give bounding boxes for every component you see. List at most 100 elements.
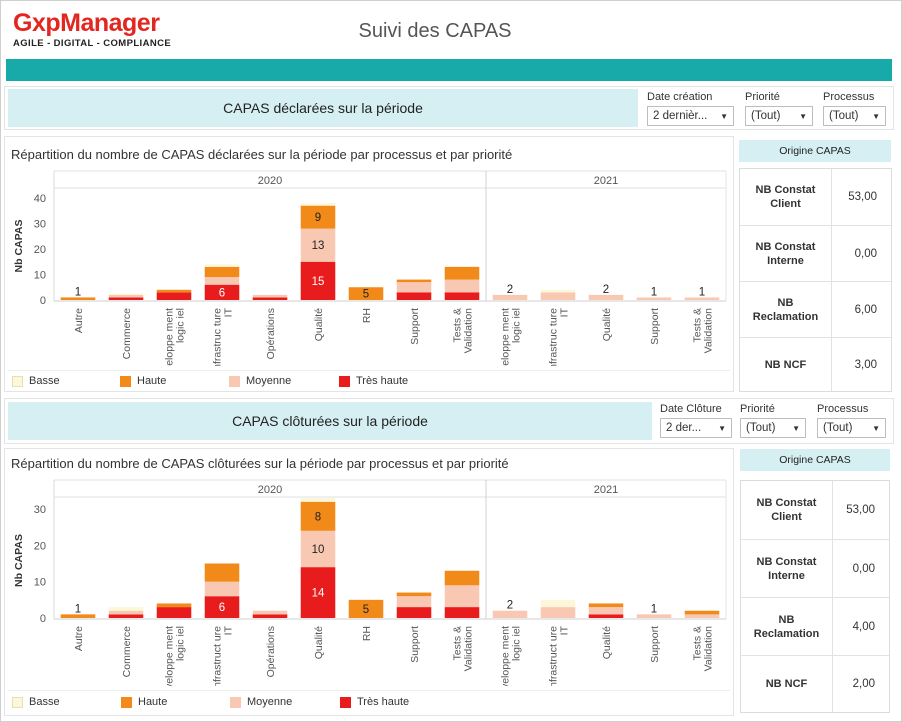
filter-label: Date Clôture (660, 403, 722, 415)
origin-row: NB NCF 3,00 (740, 337, 891, 391)
legend-label: Basse (29, 375, 60, 387)
chart2-svg: Nb CAPAS 0 10 20 30 2020 1 Autre Commerce Dévelop… (13, 479, 727, 686)
legend-swatch (339, 375, 350, 387)
bar-segment (396, 607, 432, 618)
bar-segment (156, 292, 192, 300)
date-creation-select[interactable]: 2 dernièr... ▼ (647, 106, 734, 126)
legend-item-basse[interactable]: Basse (12, 696, 60, 708)
origin-value: 53,00 (848, 191, 877, 203)
legend-swatch (12, 375, 23, 387)
y-axis-label: Nb CAPAS (13, 220, 25, 273)
category-tick-label: Validation (463, 308, 475, 353)
select-value: 2 dernièr... (653, 110, 708, 122)
origin-name: NB Reclamation (740, 282, 832, 337)
chevron-down-icon: ▼ (872, 423, 880, 433)
bar-segment (156, 289, 192, 293)
legend-item-tres-haute[interactable]: Très haute (340, 696, 409, 708)
category-tick-label: IT (223, 625, 235, 635)
category-tick-label: Tests & (452, 308, 464, 342)
bar-segment (108, 607, 144, 611)
select-value: (Tout) (829, 110, 859, 122)
category-tick-label: Validation (463, 626, 475, 671)
bar-segment (252, 614, 288, 618)
bar-data-label: 6 (219, 602, 225, 614)
bar-segment (204, 277, 240, 285)
chevron-down-icon: ▼ (872, 111, 880, 121)
priorite-select-2[interactable]: (Tout) ▼ (740, 418, 806, 438)
bar-segment (636, 297, 672, 300)
bar-segment (300, 530, 336, 568)
legend-label: Haute (137, 375, 167, 387)
origin1-table: NB Constat Client 53,00 NB Constat Intern… (739, 168, 892, 392)
origin-row: NB Reclamation 4,00 (741, 597, 889, 655)
origin-name: NB Reclamation (741, 598, 833, 655)
category-tick-label: Infrastruc ture (212, 308, 224, 366)
origin-value: 4,00 (852, 620, 875, 633)
origin-row: NB Constat Interne 0,00 (740, 225, 891, 281)
select-value: (Tout) (751, 110, 781, 122)
category-tick-label: Support (409, 626, 421, 663)
bar-segment (444, 266, 480, 280)
bar-segment (204, 563, 240, 582)
legend-label: Haute (138, 696, 168, 708)
y-tick-label: 10 (34, 270, 46, 282)
bar-segment (444, 570, 480, 586)
bar-segment (60, 614, 96, 618)
bar-segment (396, 596, 432, 608)
origin-name: NB Constat Client (740, 169, 832, 225)
filter-label: Processus (823, 91, 875, 103)
legend-item-basse[interactable]: Basse (12, 375, 60, 387)
bar-segment (252, 610, 288, 615)
category-tick-label: Support (649, 308, 661, 345)
legend-item-moyenne[interactable]: Moyenne (229, 375, 291, 387)
legend-item-tres-haute[interactable]: Très haute (339, 375, 408, 387)
origin-name: NB Constat Interne (741, 540, 833, 597)
legend-item-moyenne[interactable]: Moyenne (230, 696, 292, 708)
bar-segment (588, 607, 624, 615)
bar-segment (444, 585, 480, 608)
filter-priorite: Priorité (Tout) ▼ (745, 91, 813, 126)
panel-header-label: 2021 (594, 175, 618, 187)
bar-data-label: 14 (312, 588, 325, 600)
y-tick-label: 20 (34, 540, 46, 552)
y-tick-label: 30 (34, 504, 46, 516)
bar-segment (204, 264, 240, 267)
bar-segment (300, 501, 336, 531)
bar-segment (252, 294, 288, 298)
legend-label: Très haute (357, 696, 410, 708)
bar-segment (300, 228, 336, 262)
bar-data-label: 8 (315, 511, 321, 523)
priorite-select[interactable]: (Tout) ▼ (745, 106, 813, 126)
bar-segment (60, 297, 96, 300)
filter-processus: Processus (Tout) ▼ (823, 91, 886, 126)
filter-date-creation: Date création 2 dernièr... ▼ (647, 91, 734, 126)
section1-chart-panel (4, 136, 734, 392)
category-tick-label: logic iel (511, 308, 523, 343)
y-tick-label: 20 (34, 244, 46, 256)
bar-data-label: 5 (363, 604, 369, 616)
bar-segment (444, 292, 480, 300)
select-value: 2 der... (666, 422, 702, 434)
y-tick-label: 0 (40, 295, 46, 307)
chart2-legend: Basse Haute Moyenne Très haute (8, 690, 730, 712)
bar-segment (540, 292, 576, 300)
panel-header-label: 2020 (258, 175, 282, 187)
section2-chart-panel (4, 448, 734, 716)
processus-select-2[interactable]: (Tout) ▼ (817, 418, 886, 438)
legend-item-haute[interactable]: Haute (121, 696, 167, 708)
date-cloture-select[interactable]: 2 der... ▼ (660, 418, 732, 438)
y-tick-label: 30 (34, 219, 46, 231)
processus-select[interactable]: (Tout) ▼ (823, 106, 886, 126)
legend-swatch (12, 696, 23, 708)
panel-header-label: 2021 (594, 484, 618, 496)
legend-item-haute[interactable]: Haute (120, 375, 166, 387)
origin-value: 2,00 (852, 678, 875, 690)
chevron-down-icon: ▼ (792, 423, 800, 433)
filter-label: Processus (817, 403, 869, 415)
origin-row: NB Reclamation 6,00 (740, 281, 891, 337)
bar-segment (108, 297, 144, 300)
origin-value: 53,00 (846, 504, 875, 516)
bar-data-label: 13 (312, 240, 325, 252)
category-tick-label: Développe ment (500, 308, 512, 366)
category-tick-label: Infrastruc ture (548, 308, 560, 366)
